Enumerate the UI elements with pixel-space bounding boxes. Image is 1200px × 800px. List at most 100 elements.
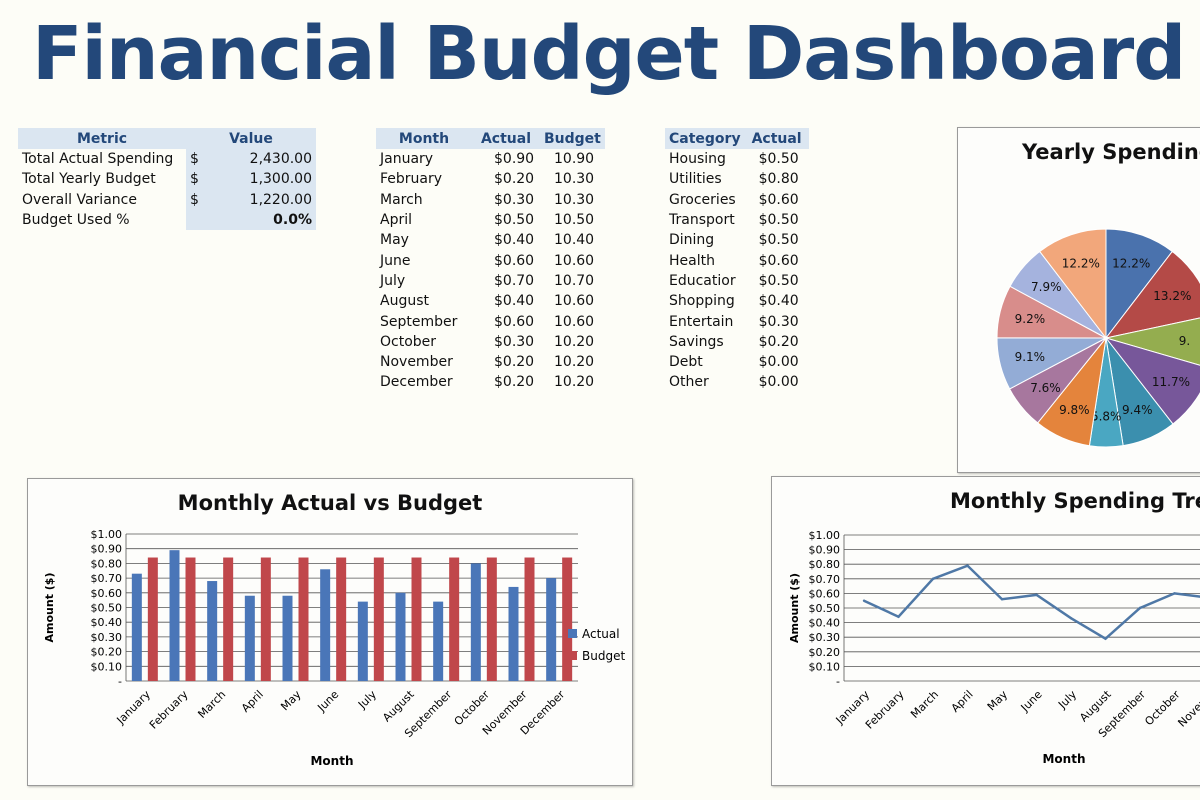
summary-row: Overall Variance $1,220.00 [18, 189, 316, 210]
legend-swatch [568, 651, 577, 660]
bar-actual [508, 586, 519, 681]
category-actual-cell: $0.60 [758, 191, 799, 208]
line-point [931, 577, 935, 580]
bar-budget [223, 557, 234, 681]
category-row: Savings $0.20 [665, 332, 809, 352]
monthly-budget-cell: 10.90 [554, 151, 595, 168]
summary-currency-cell: $ [186, 189, 208, 210]
category-row: Educatior $0.50 [665, 271, 809, 291]
monthly-actual-cell: $0.50 [494, 212, 535, 229]
monthly-budget-cell: 10.60 [554, 293, 595, 310]
bar-budget [562, 557, 573, 681]
monthly-month-cell: October [380, 333, 437, 350]
summary-row: Total Actual Spending $2,430.00 [18, 149, 316, 170]
monthly-row: March $0.30 10.30 [376, 190, 605, 210]
monthly-month-cell: August [380, 293, 429, 310]
monthly-month-cell: January [380, 151, 434, 168]
monthly-actual-cell: $0.60 [494, 252, 535, 269]
category-name-cell: Dining [669, 232, 715, 249]
category-actual-cell: $0.80 [758, 171, 799, 188]
summary-metric-cell: Budget Used % [22, 212, 130, 229]
category-actual-cell: $0.60 [758, 252, 799, 269]
pie-slice-label: 9.1% [1015, 350, 1046, 364]
monthly-month-cell: December [380, 374, 453, 391]
bar-actual [207, 581, 218, 681]
bar-budget [411, 557, 422, 681]
category-header-row: Category Actual [665, 128, 809, 149]
bar-budget [147, 557, 158, 681]
summary-table: Metric Value Total Actual Spending $2,430… [18, 128, 316, 231]
summary-value-cell: 1,300.00 [208, 169, 316, 190]
bar-budget [449, 557, 460, 681]
pie-slice [1105, 317, 1200, 366]
pie-slice-label: 11.7% [1152, 375, 1190, 389]
pie-slice-label: 9.8% [1059, 403, 1090, 417]
category-name-cell: Shopping [669, 293, 735, 310]
monthly-header-row: Month Actual Budget [376, 128, 605, 149]
summary-header-value: Value [186, 128, 316, 149]
category-actual-cell: $0.00 [758, 354, 799, 371]
line-chart-panel: Monthly Spending Trend -$0.10$0.20$0.30$… [771, 476, 1200, 786]
line-y-tick-label: - [836, 675, 840, 688]
monthly-row: September $0.60 10.60 [376, 311, 605, 331]
category-row: Health $0.60 [665, 250, 809, 270]
line-chart: - $0.10$0.20 $0.30$0.40 $0.50 $0.60$0.70 $0.8… [788, 529, 1200, 766]
pie-slice-label: 12.2% [1112, 257, 1150, 271]
bar-actual [546, 578, 557, 681]
bar-budget [298, 557, 309, 681]
line-x-tick-label: May [985, 688, 1011, 714]
monthly-header-month: Month [376, 128, 472, 149]
bar-x-tick-label: May [278, 688, 304, 714]
monthly-month-cell: May [380, 232, 409, 249]
category-row: Debt $0.00 [665, 352, 809, 372]
bar-y-tick-label: $0.10 [91, 660, 123, 673]
line-x-tick-label: July [1055, 688, 1079, 712]
category-actual-cell: $0.20 [758, 333, 799, 350]
bar-y-axis-label: Amount ($) [43, 573, 56, 643]
monthly-row: February $0.20 10.30 [376, 169, 605, 189]
monthly-budget-cell: 10.50 [554, 212, 595, 229]
bar-chart: - $0.10$0.20 $0.30 $0.40$0.50 $0.60 $0.70 $0.8… [43, 528, 625, 768]
legend-label: Budget [582, 649, 625, 663]
bar-chart-title: Monthly Actual vs Budget [177, 491, 483, 515]
bar-x-tick-label: February [147, 688, 191, 732]
pie-chart-title: Yearly Spending b [1022, 140, 1200, 164]
bar-budget [373, 557, 384, 681]
line-chart-title: Monthly Spending Trend [950, 489, 1200, 513]
summary-metric-cell: Total Yearly Budget [22, 171, 156, 188]
monthly-budget-cell: 10.70 [554, 272, 595, 289]
legend-label: Actual [582, 627, 620, 641]
category-name-cell: Utilities [669, 171, 722, 188]
pie-slice-label: 13.2% [1153, 289, 1191, 303]
category-name-cell: Savings [669, 333, 724, 350]
pie-slice-label: 7.9% [1031, 280, 1062, 294]
monthly-month-cell: March [380, 191, 423, 208]
monthly-month-cell: April [380, 212, 412, 229]
monthly-actual-cell: $0.20 [494, 354, 535, 371]
category-name-cell: Health [669, 252, 715, 269]
category-name-cell: Educatior [669, 272, 736, 289]
bar-budget [185, 557, 196, 681]
bar-x-axis-label: Month [310, 754, 353, 768]
category-row: Shopping $0.40 [665, 291, 809, 311]
category-row: Housing $0.50 [665, 149, 809, 169]
bar-y-tick-label: $0.80 [91, 557, 123, 570]
line-series [863, 564, 1200, 641]
bar-y-tick-label: $0.20 [91, 646, 123, 659]
monthly-row: August $0.40 10.60 [376, 291, 605, 311]
summary-currency-cell: $ [186, 149, 208, 170]
monthly-budget-cell: 10.20 [554, 354, 595, 371]
monthly-row: April $0.50 10.50 [376, 210, 605, 230]
pie-slice [1039, 228, 1107, 340]
monthly-budget-cell: 10.30 [554, 191, 595, 208]
bar-y-tick-label: $0.50 [91, 602, 123, 615]
pie-slice [1104, 250, 1200, 339]
bar-y-tick-label: $1.00 [91, 528, 123, 541]
bar-actual [433, 601, 444, 681]
line-x-axis-label: Month [1042, 752, 1085, 766]
summary-metric-cell: Overall Variance [22, 191, 137, 208]
category-header-category: Category [665, 128, 745, 149]
category-row: Other $0.00 [665, 372, 809, 392]
line-x-tick-label: June [1018, 688, 1045, 715]
line-y-tick-label: $0.80 [809, 558, 841, 571]
